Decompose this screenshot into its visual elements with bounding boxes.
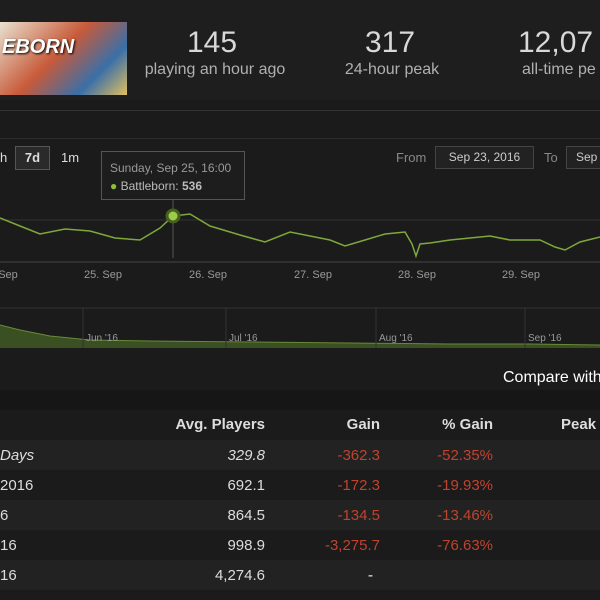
stat-value: 145 (186, 26, 238, 59)
value-cell: 329.8 (227, 447, 265, 464)
image-text: EBORN (2, 36, 75, 58)
navigator-label: Jul '16 (229, 333, 258, 344)
table-row (0, 500, 600, 530)
value-cell: -172.3 (337, 477, 380, 494)
zoom-button[interactable]: 7d (15, 146, 50, 170)
navigator-line (0, 324, 600, 346)
month-cell: Days (0, 447, 35, 464)
column-header: Gain (346, 416, 380, 433)
table-row (0, 530, 600, 560)
navigator-area (0, 325, 600, 348)
x-label: Sep (0, 269, 18, 281)
table-gap (0, 390, 600, 410)
month-cell: 2016 (0, 477, 34, 494)
value-cell: -19.93% (437, 477, 493, 494)
table-row (0, 440, 600, 470)
x-label: 25. Sep (84, 269, 122, 281)
month-cell: 16 (0, 567, 17, 584)
stat-value: 317 (364, 26, 416, 59)
hover-point (165, 208, 181, 224)
navigator-label: Sep '16 (528, 333, 562, 344)
date-input[interactable]: Sep 23, 2016 (435, 146, 534, 169)
month-cell: 16 (0, 537, 17, 554)
tooltip: Sunday, Sep 25, 16:00 ● Battleborn: 536 (101, 151, 245, 200)
tooltip-value: 536 (181, 179, 203, 193)
value-cell: -76.63% (437, 537, 493, 554)
value-cell: -52.35% (437, 447, 493, 464)
value-cell: 4,274.6 (214, 567, 265, 584)
column-header: % Gain (442, 416, 493, 433)
stat-label: playing an hour ago (144, 61, 286, 78)
x-label: 26. Sep (189, 269, 227, 281)
zoom-button[interactable]: h (0, 150, 8, 165)
tooltip-series: Battleborn: (120, 179, 179, 193)
value-cell: - (368, 567, 373, 584)
game-image: EBORN (0, 22, 127, 95)
column-header: Peak (561, 416, 597, 433)
from-label: From (396, 150, 427, 165)
value-cell: 692.1 (227, 477, 265, 494)
compare-button[interactable]: Compare with (503, 369, 600, 386)
zoom-button[interactable]: 1m (61, 150, 80, 165)
date-input[interactable]: Sep (566, 146, 600, 169)
x-label: 29. Sep (502, 269, 540, 281)
table: Avg. Players Gain % Gain Peak Days 329.8 -362.… (0, 410, 600, 600)
month-cell: 6 (0, 507, 9, 524)
to-label: To (544, 150, 558, 165)
value-cell: -3,275.7 (324, 537, 380, 554)
value-cell: 864.5 (227, 507, 265, 524)
tooltip-row: ● Battleborn: 536 (110, 179, 203, 193)
stat-label: 24-hour peak (344, 61, 440, 78)
navigator-label: Aug '16 (379, 333, 413, 344)
table-row (0, 560, 600, 590)
stat-value: 12,07 (518, 26, 594, 59)
tooltip-date: Sunday, Sep 25, 16:00 (110, 161, 232, 175)
x-label: 27. Sep (294, 269, 332, 281)
chart-graphics (0, 200, 600, 348)
value-cell: -134.5 (337, 507, 380, 524)
value-cell: - (368, 567, 373, 584)
value-cell: -362.3 (337, 447, 380, 464)
stat-label: all-time pe (522, 61, 596, 78)
divider (0, 138, 600, 139)
value-cell: -13.46% (437, 507, 493, 524)
navigator-label: Jun '16 (86, 333, 118, 344)
x-label: 28. Sep (398, 269, 436, 281)
table-row (0, 470, 600, 500)
column-header: Avg. Players (175, 416, 266, 433)
divider (0, 110, 600, 111)
player-line (0, 213, 600, 259)
value-cell: 998.9 (227, 537, 265, 554)
